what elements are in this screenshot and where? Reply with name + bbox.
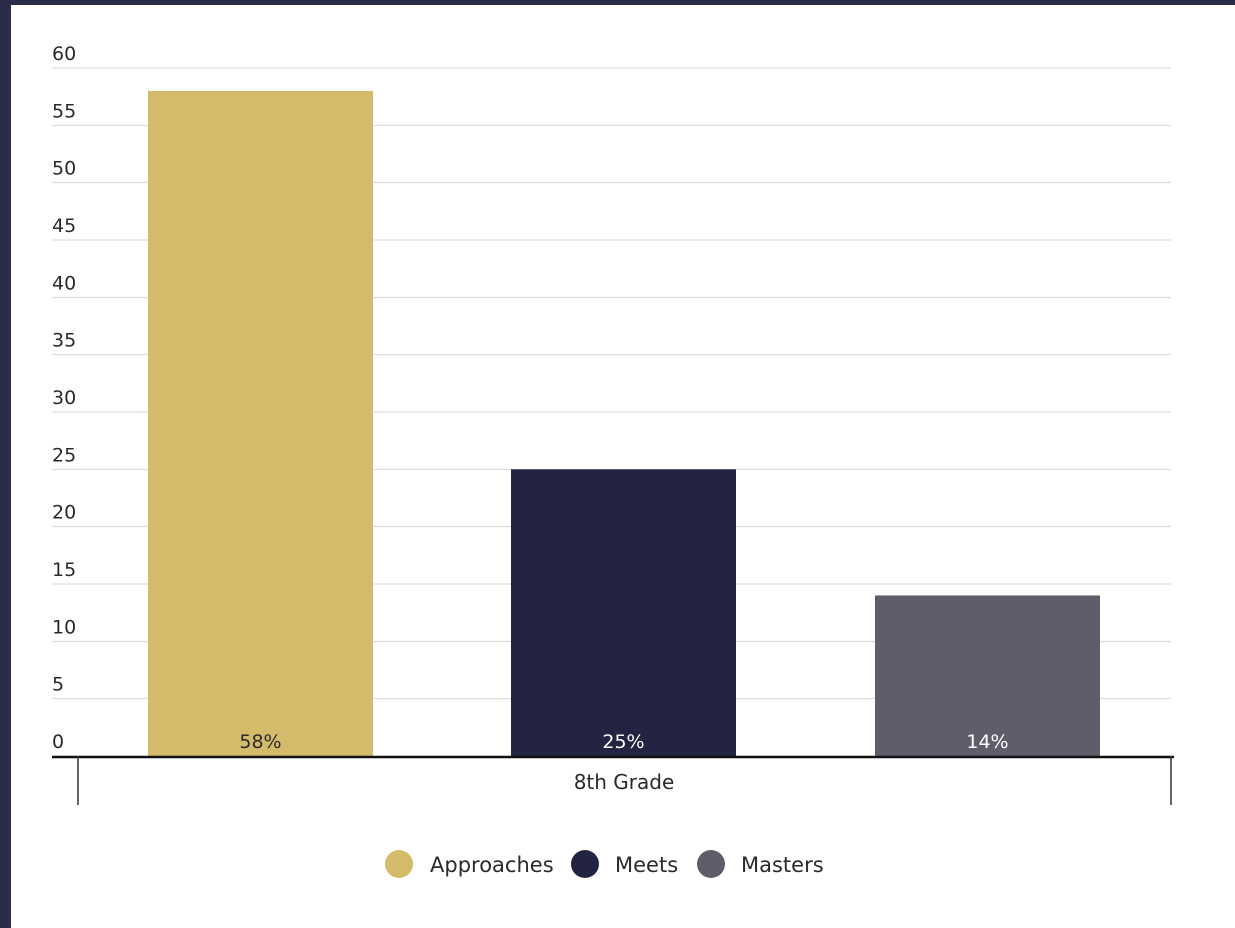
legend-swatch-masters xyxy=(697,850,725,878)
y-tick-label: 15 xyxy=(52,559,76,581)
legend-label-masters: Masters xyxy=(741,853,824,877)
x-axis: 8th Grade xyxy=(52,755,1174,805)
bar-value-label: 25% xyxy=(602,731,644,753)
legend-label-approaches: Approaches xyxy=(430,853,554,877)
legend-label-meets: Meets xyxy=(615,853,678,877)
y-tick-label: 45 xyxy=(52,215,76,237)
legend: Approaches Meets Masters xyxy=(385,850,824,878)
bar-value-label: 58% xyxy=(239,731,281,753)
y-tick-label: 25 xyxy=(52,444,76,466)
y-tick-label: 55 xyxy=(52,100,76,122)
y-tick-label: 60 xyxy=(52,43,76,65)
bar-meets xyxy=(511,469,736,756)
bar-approaches xyxy=(148,90,373,756)
y-tick-label: 50 xyxy=(52,158,76,180)
bar-chart: 0 5 10 15 20 25 30 35 40 45 50 55 60 58% 25% 14% 8th G… xyxy=(52,43,1174,878)
y-tick-label: 30 xyxy=(52,387,76,409)
y-tick-label: 0 xyxy=(52,731,64,753)
bar-value-label: 14% xyxy=(966,731,1008,753)
bar-masters xyxy=(875,595,1100,756)
legend-swatch-meets xyxy=(571,850,599,878)
y-axis-ticks: 0 5 10 15 20 25 30 35 40 45 50 55 60 xyxy=(52,43,76,753)
y-tick-label: 20 xyxy=(52,502,76,524)
y-tick-label: 10 xyxy=(52,616,76,638)
y-tick-label: 35 xyxy=(52,330,76,352)
y-tick-label: 5 xyxy=(52,674,64,696)
chart-frame: 0 5 10 15 20 25 30 35 40 45 50 55 60 58% 25% 14% 8th G… xyxy=(11,5,1235,928)
y-tick-label: 40 xyxy=(52,272,76,294)
category-label: 8th Grade xyxy=(574,770,675,794)
legend-swatch-approaches xyxy=(385,850,413,878)
bars: 58% 25% 14% xyxy=(148,90,1100,756)
